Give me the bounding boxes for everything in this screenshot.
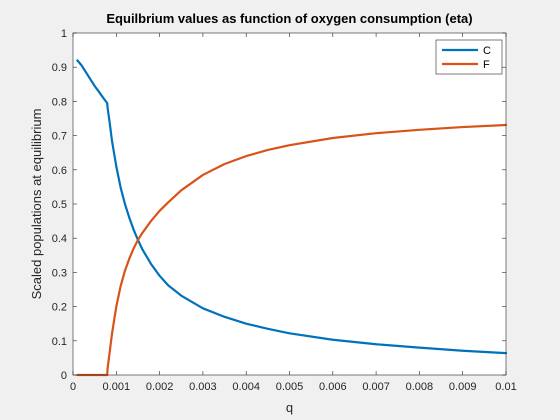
y-tick-label: 0.8 — [52, 96, 67, 108]
x-tick-label: 0.002 — [146, 381, 174, 393]
x-tick-label: 0.007 — [362, 381, 390, 393]
x-tick-label: 0.008 — [406, 381, 434, 393]
y-tick-label: 0.9 — [52, 62, 67, 74]
legend-box — [436, 40, 502, 74]
y-tick-label: 0.6 — [52, 165, 67, 177]
x-tick-label: 0.009 — [449, 381, 477, 393]
y-tick-label: 0.3 — [52, 267, 67, 279]
legend-label-f: F — [483, 59, 490, 71]
chart-title: Equilbrium values as function of oxygen … — [106, 11, 472, 26]
x-axis-label: q — [286, 400, 293, 415]
y-axis-label: Scaled populations at equilibrium — [29, 109, 44, 300]
x-tick-label: 0.005 — [276, 381, 304, 393]
x-tick-label: 0 — [70, 381, 76, 393]
y-tick-label: 0.2 — [52, 302, 67, 314]
x-tick-label: 0.003 — [189, 381, 217, 393]
x-tick-label: 0.01 — [495, 381, 516, 393]
y-tick-label: 1 — [61, 28, 67, 40]
y-tick-label: 0.5 — [52, 199, 67, 211]
y-tick-label: 0.4 — [52, 233, 67, 245]
legend: C F — [436, 40, 502, 74]
plot-area — [73, 33, 506, 375]
y-tick-label: 0.7 — [52, 131, 67, 143]
x-tick-label: 0.001 — [103, 381, 131, 393]
x-tick-label: 0.004 — [232, 381, 260, 393]
y-tick-label: 0 — [61, 370, 67, 382]
legend-label-c: C — [483, 45, 491, 57]
x-tick-label: 0.006 — [319, 381, 347, 393]
y-tick-label: 0.1 — [52, 336, 67, 348]
